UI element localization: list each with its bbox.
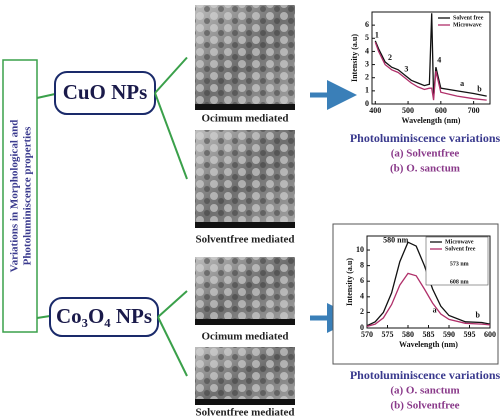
y-tick-label: 6	[360, 276, 364, 285]
side-label: Photoluminiscence properties	[22, 126, 34, 266]
annotation: 580 nm	[383, 236, 408, 245]
annotation: b	[475, 310, 480, 319]
x-tick-label: 600	[435, 106, 447, 115]
annotation: a	[433, 306, 437, 315]
annotation: a	[460, 79, 464, 88]
annotation: 2	[388, 53, 392, 62]
connector	[36, 315, 51, 319]
annotation: 4	[437, 55, 441, 64]
connector	[157, 290, 188, 318]
image-caption: Solventfree mediated	[195, 234, 294, 246]
x-tick-label: 700	[468, 106, 480, 115]
image-caption: Ocimum mediated	[201, 113, 288, 125]
np-label: Co₃O₄ NPs	[56, 304, 152, 328]
annotation: 3	[404, 65, 408, 74]
series-line	[366, 272, 491, 328]
connector	[157, 316, 188, 377]
x-tick-label: 595	[464, 330, 476, 339]
image-caption: Ocimum mediated	[201, 331, 288, 343]
annotation: b	[477, 84, 482, 93]
caption-item: (a) O. sanctum	[390, 385, 459, 397]
y-axis-label: Intensity (a.u)	[350, 34, 359, 82]
y-tick-label: 10	[356, 245, 364, 254]
series-line	[374, 13, 487, 98]
connector	[154, 92, 188, 180]
side-box	[2, 59, 38, 333]
caption-title: Photoluminiscence variations	[350, 131, 500, 145]
connector	[36, 93, 56, 99]
sem-texture	[195, 347, 295, 399]
y-tick-label: 3	[365, 59, 369, 68]
x-tick-label: 500	[402, 106, 414, 115]
y-tick-label: 4	[365, 46, 369, 55]
image-caption: Solventfree mediated	[195, 407, 294, 419]
y-tick-label: 1	[365, 86, 369, 95]
x-tick-label: 600	[484, 330, 496, 339]
y-tick-label: 0	[365, 99, 369, 108]
sem-scalebar	[195, 104, 295, 110]
x-tick-label: 590	[443, 330, 455, 339]
np-label: CuO NPs	[63, 80, 148, 104]
caption-item: (a) Solventfree	[391, 148, 460, 160]
connector	[154, 56, 188, 94]
sem-scalebar	[195, 319, 295, 325]
y-tick-label: 5	[365, 33, 369, 42]
sem-texture	[195, 5, 295, 104]
caption-title: Photoluminiscence variations	[350, 368, 500, 382]
x-tick-label: 585	[423, 330, 435, 339]
y-axis-label: Intensity (a.u)	[345, 258, 354, 306]
sem-texture	[195, 130, 295, 222]
annotation: 608 nm	[450, 279, 469, 285]
y-tick-label: 2	[365, 73, 369, 82]
caption-item: (b) O. sanctum	[390, 163, 460, 175]
x-tick-label: 575	[382, 330, 394, 339]
x-axis-label: Wavelength (nm)	[399, 340, 458, 349]
legend-label: Microwave	[453, 22, 482, 28]
x-tick-label: 400	[369, 106, 381, 115]
sem-texture	[195, 257, 295, 319]
annotation: 1	[375, 30, 379, 39]
legend-label: Microwave	[445, 239, 474, 245]
sem-scalebar	[195, 222, 295, 228]
x-tick-label: 580	[402, 330, 414, 339]
y-tick-label: 4	[360, 292, 364, 301]
sem-scalebar	[195, 399, 295, 405]
inset	[425, 236, 489, 286]
y-tick-label: 2	[360, 307, 364, 316]
y-tick-label: 6	[365, 20, 369, 29]
plot-area	[371, 11, 491, 105]
x-tick-label: 570	[361, 330, 373, 339]
caption-item: (b) Solventfree	[390, 400, 459, 412]
legend-label: Solvent free	[445, 246, 476, 252]
series-line	[374, 41, 487, 101]
y-tick-label: 8	[360, 260, 364, 269]
annotation: 573 nm	[450, 261, 469, 267]
y-tick-label: 0	[360, 323, 364, 332]
series-line	[366, 241, 491, 327]
side-label: Variations in Morphological and	[9, 120, 21, 273]
legend-label: Solvent free	[453, 15, 484, 21]
x-axis-label: Wavelength (nm)	[402, 116, 461, 125]
